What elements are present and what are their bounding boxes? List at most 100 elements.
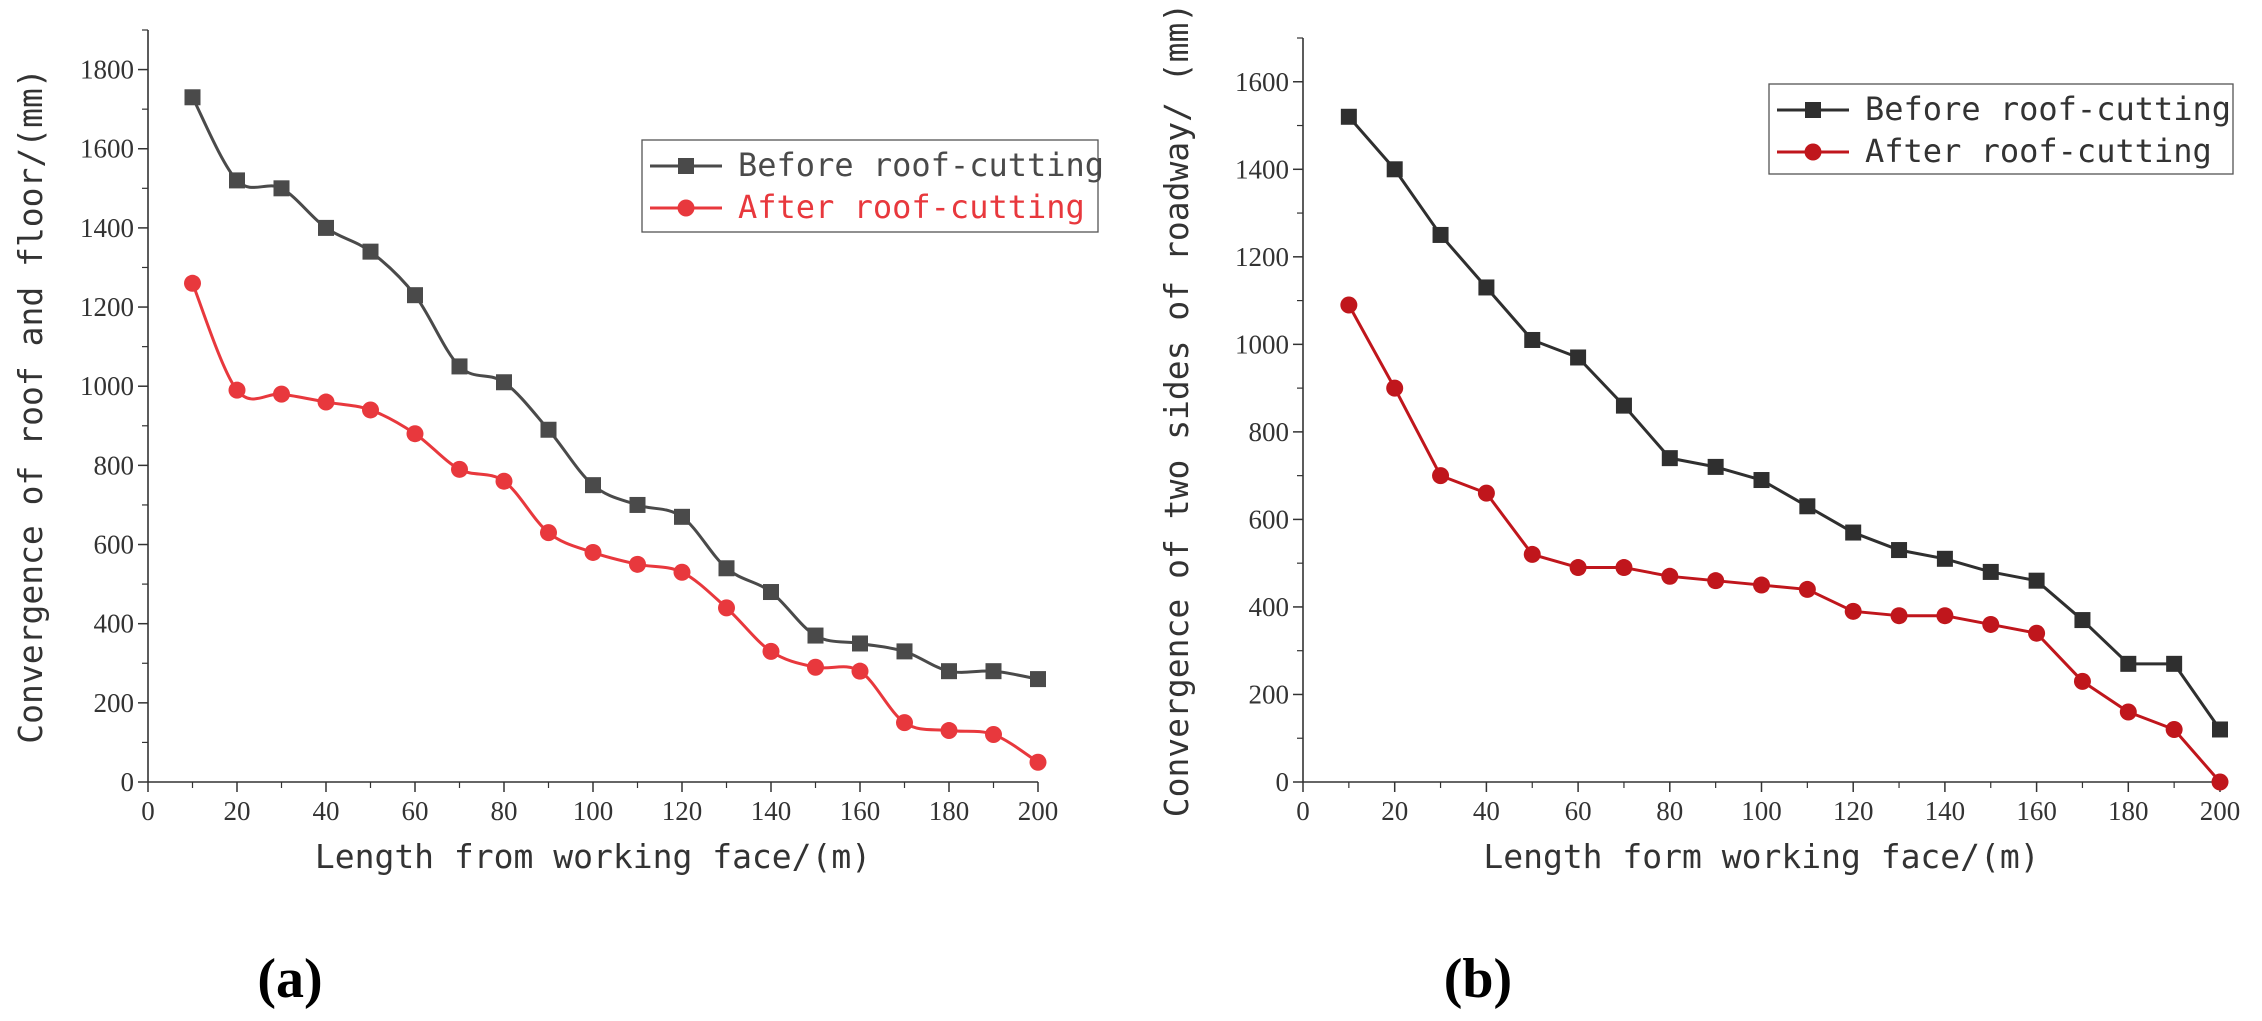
legend-marker bbox=[1804, 143, 1822, 161]
x-axis-title: Length from working face/(m) bbox=[315, 837, 871, 876]
x-tick-label: 60 bbox=[1565, 796, 1592, 826]
data-point bbox=[362, 243, 379, 260]
data-point bbox=[1029, 753, 1047, 771]
series-line-before bbox=[1347, 115, 2222, 731]
data-point bbox=[540, 421, 557, 438]
x-tick-label: 0 bbox=[1296, 796, 1310, 826]
x-tick-label: 180 bbox=[929, 796, 970, 826]
data-point bbox=[1030, 671, 1046, 688]
y-tick-label: 1200 bbox=[80, 292, 134, 322]
y-tick-label: 400 bbox=[1249, 592, 1290, 622]
panel-a: 0 20 40 60 80 100 120 140 160 180 200 0 200 400 600 800… bbox=[11, 29, 1104, 1010]
data-point bbox=[2211, 773, 2229, 791]
data-point bbox=[1982, 563, 1999, 580]
data-point bbox=[1799, 498, 1816, 515]
y-tick-label: 600 bbox=[1249, 504, 1290, 534]
x-tick-label: 160 bbox=[840, 796, 881, 826]
data-point bbox=[762, 642, 780, 660]
data-point bbox=[273, 385, 290, 403]
data-point bbox=[1753, 472, 1770, 489]
y-tick-label: 200 bbox=[94, 688, 135, 718]
series-line-after bbox=[191, 282, 1039, 764]
data-point bbox=[1890, 607, 1908, 625]
data-point bbox=[1478, 279, 1495, 296]
data-point bbox=[807, 658, 824, 676]
x-tick-label: 20 bbox=[1381, 796, 1408, 826]
panel-b: 0 20 40 60 80 100 120 140 160 180 200 0 200 400 600 800… bbox=[1157, 3, 2240, 1010]
data-point bbox=[852, 635, 868, 652]
data-point bbox=[1569, 559, 1587, 577]
data-point bbox=[273, 180, 290, 197]
data-point bbox=[1936, 607, 1954, 625]
data-point bbox=[1386, 379, 1404, 397]
data-point bbox=[1707, 458, 1724, 475]
y-tick-label: 1000 bbox=[80, 371, 134, 401]
data-point bbox=[1844, 602, 1862, 620]
legend-box bbox=[1768, 83, 2234, 175]
y-tick-label: 0 bbox=[121, 767, 135, 797]
data-point bbox=[2166, 655, 2183, 672]
y-tick-label: 0 bbox=[1276, 767, 1290, 797]
data-point bbox=[184, 89, 201, 106]
x-tick-label: 0 bbox=[141, 796, 155, 826]
x-tick-label: 120 bbox=[1833, 796, 1874, 826]
data-point bbox=[629, 496, 646, 513]
x-tick-label: 160 bbox=[2016, 796, 2057, 826]
panel-label: (b) bbox=[1444, 948, 1512, 1010]
data-point bbox=[406, 425, 424, 443]
y-tick-label: 1200 bbox=[1235, 242, 1289, 272]
data-point bbox=[1707, 572, 1725, 590]
y-tick-label: 1800 bbox=[80, 55, 134, 85]
data-point bbox=[184, 274, 201, 292]
data-point bbox=[2028, 572, 2045, 589]
data-point bbox=[2212, 721, 2228, 738]
data-point bbox=[1982, 615, 2000, 633]
x-tick-label: 120 bbox=[662, 796, 703, 826]
y-tick-label: 1600 bbox=[80, 134, 134, 164]
data-point bbox=[2120, 655, 2137, 672]
data-point bbox=[1936, 550, 1953, 567]
x-tick-label: 100 bbox=[573, 796, 614, 826]
data-point bbox=[495, 472, 513, 490]
x-tick-label: 80 bbox=[491, 796, 518, 826]
data-point bbox=[1432, 226, 1449, 243]
data-point bbox=[1753, 576, 1770, 594]
legend-marker bbox=[677, 199, 695, 217]
data-point bbox=[763, 584, 779, 601]
data-point bbox=[851, 662, 869, 680]
data-point bbox=[1661, 567, 1679, 585]
data-point bbox=[496, 374, 512, 391]
x-tick-label: 200 bbox=[2200, 796, 2241, 826]
data-point bbox=[585, 477, 601, 494]
data-point bbox=[1477, 484, 1495, 502]
data-point bbox=[673, 563, 691, 581]
y-axis-title: Convergence of two sides of roadway/ (mm… bbox=[1157, 3, 1196, 818]
data-point bbox=[1340, 108, 1357, 125]
y-tick-label: 1400 bbox=[1235, 154, 1289, 184]
data-point bbox=[896, 643, 913, 660]
legend-marker bbox=[1805, 102, 1821, 118]
y-tick-label: 1600 bbox=[1235, 67, 1289, 97]
y-tick-label: 1400 bbox=[80, 213, 134, 243]
legend-label: Before roof-cutting bbox=[1865, 90, 2231, 128]
data-point bbox=[1845, 524, 1862, 541]
x-tick-label: 20 bbox=[224, 796, 251, 826]
data-point bbox=[2119, 703, 2137, 721]
data-point bbox=[228, 381, 246, 399]
y-axis-title: Convergence of roof and floor/(mm) bbox=[11, 68, 50, 744]
y-tick-label: 800 bbox=[94, 450, 135, 480]
series-line-after bbox=[1347, 304, 2222, 783]
data-point bbox=[1798, 580, 1816, 598]
data-point bbox=[1524, 331, 1541, 348]
data-point bbox=[629, 555, 646, 573]
x-tick-label: 140 bbox=[751, 796, 792, 826]
data-point bbox=[985, 663, 1002, 680]
data-point bbox=[674, 508, 690, 525]
data-point bbox=[2073, 672, 2091, 690]
y-tick-label: 800 bbox=[1249, 417, 1290, 447]
legend-label: After roof-cutting bbox=[1865, 132, 2212, 170]
data-point bbox=[941, 663, 957, 680]
data-point bbox=[718, 560, 735, 577]
x-tick-label: 200 bbox=[1018, 796, 1059, 826]
